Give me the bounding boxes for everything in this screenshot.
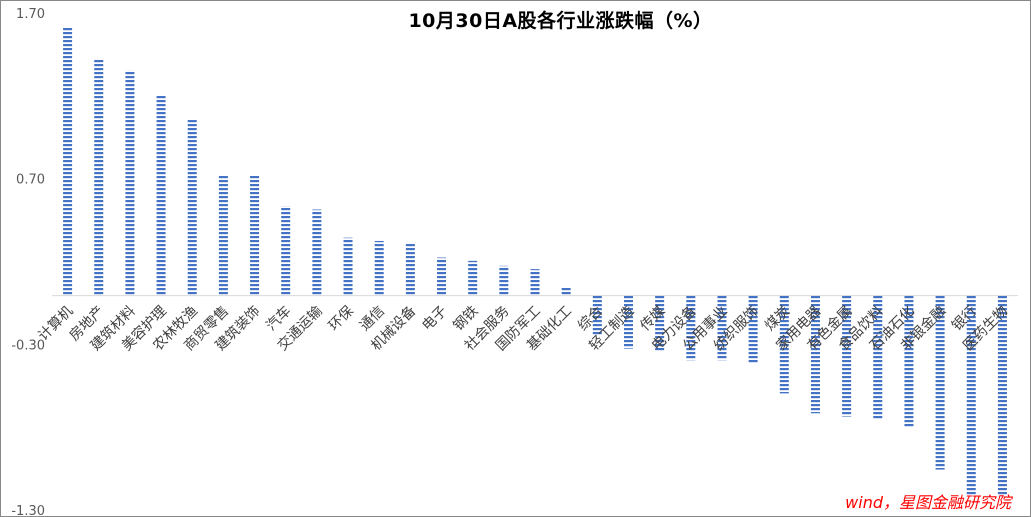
bar bbox=[779, 295, 789, 394]
bar bbox=[717, 295, 727, 361]
y-tick-label: -1.30 bbox=[11, 504, 45, 517]
x-tick-label: 电子 bbox=[419, 303, 450, 334]
bar bbox=[655, 295, 665, 352]
y-tick-label: -0.30 bbox=[11, 338, 45, 353]
bar bbox=[499, 265, 509, 296]
bar bbox=[468, 260, 478, 296]
bar bbox=[686, 295, 696, 361]
x-tick-label: 计算机 bbox=[35, 303, 76, 344]
bar bbox=[187, 120, 197, 296]
bar bbox=[997, 295, 1007, 497]
bar bbox=[343, 237, 353, 296]
bar bbox=[156, 95, 166, 296]
bar bbox=[63, 27, 73, 296]
bar bbox=[966, 295, 976, 497]
bar bbox=[592, 295, 602, 336]
bar bbox=[405, 242, 415, 296]
bar bbox=[312, 209, 322, 296]
bar bbox=[748, 295, 758, 364]
bar bbox=[218, 174, 228, 296]
bar bbox=[561, 287, 571, 296]
bar bbox=[623, 295, 633, 349]
x-tick-label: 环保 bbox=[326, 303, 357, 334]
y-tick-label: 0.70 bbox=[16, 173, 45, 188]
bar bbox=[810, 295, 820, 414]
bar bbox=[94, 58, 104, 296]
chart-title: 10月30日A股各行业涨跌幅（%） bbox=[408, 10, 713, 32]
bar bbox=[125, 70, 135, 296]
bar bbox=[281, 206, 291, 296]
bar bbox=[873, 295, 883, 420]
bar bbox=[437, 257, 447, 296]
bar bbox=[842, 295, 852, 417]
bar bbox=[374, 240, 384, 296]
source-note: wind，星图金融研究院 bbox=[845, 493, 1011, 512]
bar bbox=[250, 174, 260, 296]
bar bbox=[935, 295, 945, 470]
bar bbox=[904, 295, 914, 427]
y-tick-label: 1.70 bbox=[16, 7, 45, 22]
bar bbox=[530, 269, 540, 296]
